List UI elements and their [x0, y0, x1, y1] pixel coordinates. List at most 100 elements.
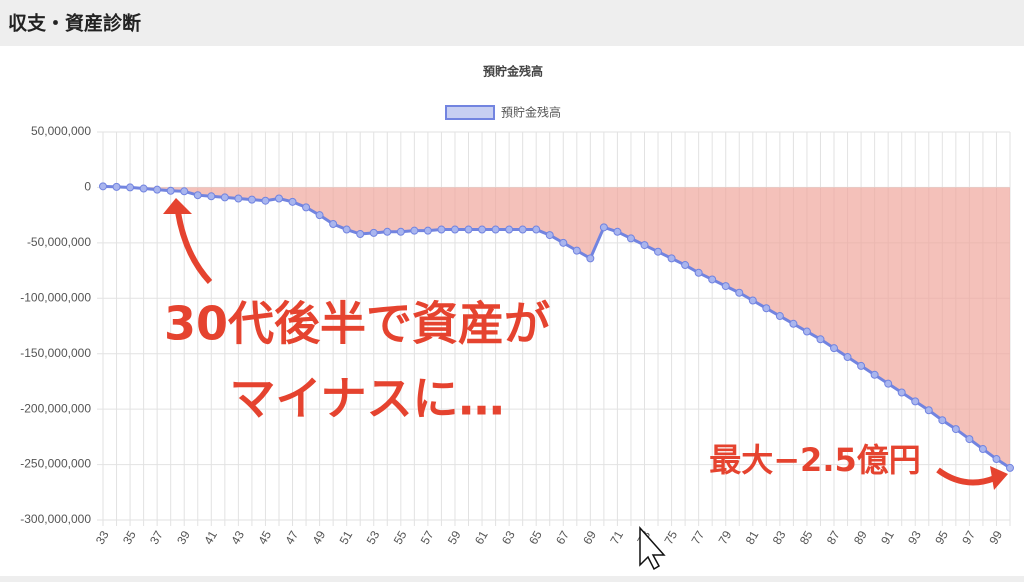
- x-tick-label: 57: [418, 528, 437, 547]
- point: [234, 194, 243, 203]
- overlay: 30代後半で資産が マイナスに… 最大−2.5億円: [163, 198, 1008, 571]
- x-tick-label: 95: [932, 528, 951, 547]
- point: [478, 225, 487, 234]
- point: [870, 370, 879, 379]
- x-tick-label: 39: [174, 528, 193, 547]
- x-tick-label: 59: [445, 528, 464, 547]
- y-tick-label: -150,000,000: [20, 346, 91, 360]
- x-tick-label: 83: [770, 528, 789, 547]
- point: [654, 247, 663, 256]
- x-tick-label: 41: [201, 528, 220, 547]
- point: [220, 193, 229, 202]
- y-tick-label: 50,000,000: [31, 124, 91, 138]
- point: [112, 182, 121, 191]
- header-bar: [0, 0, 1024, 46]
- point: [207, 192, 216, 201]
- point: [572, 246, 581, 255]
- point: [1006, 463, 1014, 472]
- point: [816, 335, 825, 344]
- x-tick-label: 45: [255, 528, 274, 547]
- point: [884, 379, 893, 388]
- point: [897, 388, 906, 397]
- point: [247, 195, 256, 204]
- point: [911, 397, 920, 406]
- arrow-head: [163, 198, 192, 214]
- x-tick-label: 81: [743, 528, 762, 547]
- point: [802, 327, 811, 336]
- legend-swatch: [445, 105, 495, 120]
- point: [735, 288, 744, 297]
- x-tick-label: 53: [364, 528, 383, 547]
- x-tick-label: 93: [905, 528, 924, 547]
- cursor: [639, 526, 666, 571]
- x-tick-label: 51: [337, 528, 356, 547]
- point: [626, 234, 635, 243]
- point: [315, 211, 324, 220]
- y-tick-label: -300,000,000: [20, 512, 91, 526]
- point: [369, 228, 378, 237]
- x-tick-label: 55: [391, 528, 410, 547]
- x-tick-label: 49: [309, 528, 328, 547]
- y-tick-label: -200,000,000: [20, 401, 91, 415]
- x-tick-label: 71: [607, 528, 626, 547]
- point: [559, 238, 568, 247]
- x-tick-label: 69: [580, 528, 599, 547]
- arrow: [936, 467, 997, 486]
- point: [830, 344, 839, 353]
- point: [423, 226, 432, 235]
- x-tick-label: 85: [797, 528, 816, 547]
- annotation: 30代後半で資産が: [164, 297, 550, 351]
- point: [775, 312, 784, 321]
- area: [103, 186, 1010, 468]
- plot: 50,000,000 0 -50,000,000 -100,000,000 -150,0…: [20, 105, 1014, 547]
- point: [274, 194, 283, 203]
- x-tick-label: 77: [689, 528, 708, 547]
- x-tick-label: 75: [661, 528, 680, 547]
- point: [356, 229, 365, 238]
- point: [762, 304, 771, 313]
- point: [857, 361, 866, 370]
- arrow-head: [990, 466, 1008, 490]
- point: [681, 261, 690, 270]
- x-tick-label: 61: [472, 528, 491, 547]
- point: [383, 227, 392, 236]
- point: [789, 319, 798, 328]
- point: [586, 254, 595, 263]
- point: [153, 185, 162, 194]
- point: [288, 197, 297, 206]
- header-title: 収支・資産診断: [8, 12, 141, 35]
- point: [518, 225, 527, 234]
- point: [721, 282, 730, 291]
- x-tick-label: 47: [282, 528, 301, 547]
- x-tick-label: 65: [526, 528, 545, 547]
- legend-label: 預貯金残高: [501, 105, 561, 120]
- point: [505, 225, 514, 234]
- point: [613, 227, 622, 236]
- point: [193, 191, 202, 200]
- point: [924, 406, 933, 415]
- x-tick-label: 37: [147, 528, 166, 547]
- point: [694, 268, 703, 277]
- point: [532, 225, 541, 234]
- point: [951, 425, 960, 434]
- x-tick-label: 87: [824, 528, 843, 547]
- x-tick-label: 99: [986, 528, 1005, 547]
- x-tick-label: 43: [228, 528, 247, 547]
- x-tick-label: 79: [716, 528, 735, 547]
- point: [99, 182, 107, 191]
- annotation: マイナスに…: [229, 372, 504, 426]
- point: [139, 184, 148, 193]
- point: [126, 183, 135, 192]
- y-tick-label: -50,000,000: [27, 235, 91, 249]
- point: [329, 220, 338, 229]
- point: [166, 186, 175, 195]
- point: [843, 353, 852, 362]
- x-tick-label: 91: [878, 528, 897, 547]
- point: [938, 416, 947, 425]
- point: [708, 275, 717, 284]
- point: [992, 455, 1001, 464]
- point: [410, 226, 419, 235]
- point: [464, 225, 473, 234]
